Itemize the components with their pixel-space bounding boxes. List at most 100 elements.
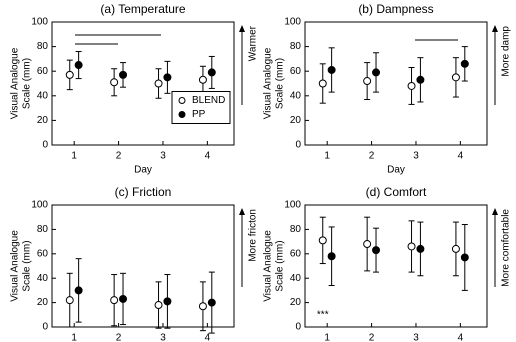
data-point [163, 297, 172, 306]
data-point [318, 79, 327, 88]
data-point [110, 296, 119, 305]
panel-title: (c) Friction [115, 185, 172, 199]
y-axis-label: Visual Analogue [10, 47, 21, 119]
panel-title: (b) Dampness [358, 2, 433, 16]
legend-label: PP [192, 109, 206, 120]
data-point [460, 59, 469, 68]
y-tick-label: 60 [290, 66, 302, 77]
legend-marker [178, 111, 186, 118]
data-point [416, 75, 425, 84]
arrow-head [492, 208, 498, 215]
data-point [198, 302, 207, 311]
data-point [372, 246, 381, 255]
axes-frame [304, 204, 488, 328]
data-point [407, 81, 416, 90]
y-tick-label: 40 [37, 90, 49, 101]
direction-label: More damp [501, 26, 512, 77]
x-tick-label: 3 [413, 151, 419, 162]
direction-label: More comfortable [501, 209, 512, 287]
data-point [327, 252, 336, 261]
arrow-head [492, 25, 498, 32]
y-tick-label: 0 [295, 140, 301, 151]
data-point [318, 236, 327, 245]
y-tick-label: 80 [37, 224, 49, 235]
panel-title: (a) Temperature [100, 2, 185, 16]
x-axis-label: Day [134, 165, 152, 176]
data-point [327, 65, 336, 74]
data-point [74, 286, 83, 295]
y-tick-label: 40 [37, 273, 49, 284]
legend-box [171, 91, 231, 124]
y-tick-label: 20 [37, 297, 49, 308]
axes-frame [51, 21, 235, 146]
y-tick-label: 100 [284, 200, 301, 211]
data-point [154, 301, 163, 310]
arrow-head [239, 208, 245, 215]
legend-marker [178, 97, 186, 104]
y-tick-label: 60 [290, 248, 302, 259]
x-tick-label: 1 [71, 333, 77, 342]
data-point [416, 244, 425, 253]
y-tick-label: 80 [37, 41, 49, 52]
data-point [363, 77, 372, 86]
y-tick-label: 0 [295, 322, 301, 333]
data-point [119, 70, 128, 79]
y-tick-label: 20 [37, 115, 49, 126]
data-point [154, 79, 163, 88]
panel-title: (d) Comfort [366, 185, 427, 199]
x-tick-label: 1 [324, 151, 330, 162]
y-tick-label: 80 [290, 224, 302, 235]
x-tick-label: 3 [160, 333, 166, 342]
axes-frame [51, 204, 235, 328]
data-point [198, 75, 207, 84]
y-axis-label: Visual Analogue [263, 47, 274, 119]
data-point [207, 68, 216, 77]
data-point [207, 298, 216, 307]
direction-label: Warmer [248, 25, 259, 61]
x-tick-label: 1 [71, 151, 77, 162]
y-tick-label: 100 [31, 200, 48, 211]
y-tick-label: 100 [284, 17, 301, 28]
data-point [119, 294, 128, 303]
legend-label: BLEND [192, 95, 225, 106]
y-tick-label: 60 [37, 66, 49, 77]
y-axis-label: Visual Analogue [263, 230, 274, 302]
y-axis-label: Scale (mm) [275, 240, 286, 291]
y-axis-label: Visual Analogue [10, 230, 21, 302]
y-tick-label: 20 [290, 115, 302, 126]
data-point [163, 73, 172, 82]
x-tick-label: 2 [369, 151, 375, 162]
x-tick-label: 4 [205, 333, 211, 342]
x-tick-label: 4 [205, 151, 211, 162]
x-tick-label: 4 [458, 333, 464, 342]
data-point [74, 61, 83, 70]
x-tick-label: 2 [369, 333, 375, 342]
annotation: *** [317, 310, 329, 321]
data-point [363, 240, 372, 249]
y-tick-label: 0 [42, 140, 48, 151]
y-tick-label: 60 [37, 248, 49, 259]
y-tick-label: 20 [290, 297, 302, 308]
data-point [407, 242, 416, 251]
axes-frame [304, 21, 488, 146]
data-point [110, 78, 119, 87]
y-axis-label: Scale (mm) [275, 58, 286, 109]
x-tick-label: 3 [160, 151, 166, 162]
x-tick-label: 3 [413, 333, 419, 342]
data-point [451, 244, 460, 253]
x-axis-label: Day [387, 165, 405, 176]
direction-label: More fricton [248, 209, 259, 262]
y-axis-label: Scale (mm) [22, 240, 33, 291]
x-tick-label: 1 [324, 333, 330, 342]
x-tick-label: 2 [116, 151, 122, 162]
data-point [372, 68, 381, 77]
y-tick-label: 40 [290, 90, 302, 101]
y-axis-label: Scale (mm) [22, 58, 33, 109]
y-tick-label: 40 [290, 273, 302, 284]
y-tick-label: 80 [290, 41, 302, 52]
y-tick-label: 100 [31, 17, 48, 28]
data-point [65, 296, 74, 305]
y-tick-label: 0 [42, 322, 48, 333]
